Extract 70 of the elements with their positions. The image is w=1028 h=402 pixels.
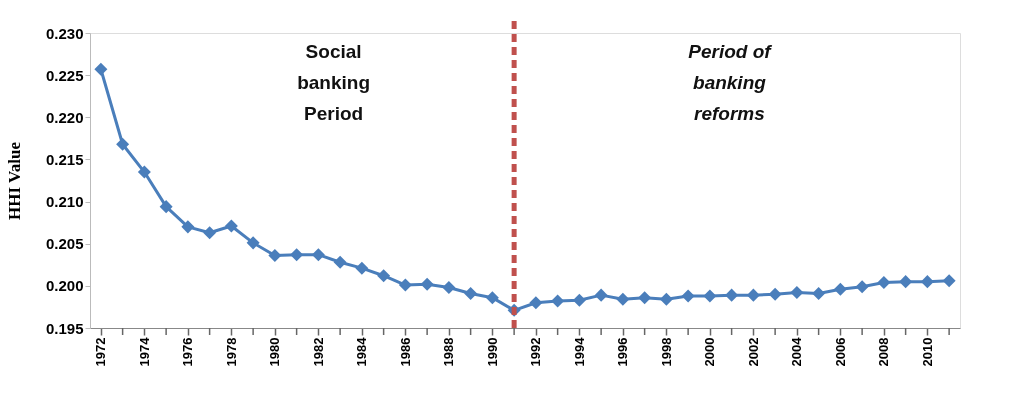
point [855,280,869,294]
annotation: Social banking Period [297,41,371,125]
x-tick-label: 1984 [354,336,370,367]
annotation: Period of banking reforms [688,41,773,125]
point [355,261,369,275]
point [246,236,260,250]
point [94,62,108,76]
x-tick-label: 1986 [397,337,413,367]
point [290,248,304,262]
point [398,278,412,292]
x-tick-label: 1990 [484,337,500,367]
point [464,286,478,300]
point [812,286,826,300]
point [703,289,717,303]
point [551,294,565,308]
x-tick-label: 1980 [267,337,283,367]
x-tick-label: 2002 [745,337,761,367]
y-axis-title: HHI Value [4,141,24,220]
point [942,274,956,288]
point [877,275,891,289]
point [638,291,652,305]
y-tick-label: 0.195 [45,319,84,337]
x-tick-label: 2000 [702,337,718,367]
x-tick-label: 2004 [789,336,805,367]
point [420,277,434,291]
point [181,220,195,234]
x-tick-label: 1994 [571,336,587,367]
point [681,289,695,303]
point [790,286,804,300]
point [485,291,499,305]
point [442,281,456,295]
point [268,249,282,263]
point [333,255,347,269]
point [594,288,608,302]
y-tick-label: 0.230 [45,24,84,42]
point [311,248,325,262]
point [725,288,739,302]
point [203,226,217,240]
point [572,293,586,307]
y-tick-label: 0.215 [45,150,84,168]
y-tick-label: 0.200 [45,277,84,295]
x-tick-label: 2006 [832,337,848,367]
y-tick-label: 0.225 [45,66,84,84]
x-tick-label: 2010 [919,337,935,367]
x-tick-label: 1982 [310,337,326,367]
x-tick-label: 1996 [615,337,631,367]
point [116,137,130,151]
x-tick-label: 1974 [136,336,152,367]
point [616,292,630,306]
y-tick-label: 0.220 [45,108,84,126]
point [746,288,760,302]
x-tick-label: 1988 [441,337,457,367]
point [920,275,934,289]
point [529,296,543,310]
point [833,282,847,296]
point [159,200,173,214]
point [377,269,391,283]
x-tick-label: 1998 [658,337,674,367]
y-tick-label: 0.210 [45,193,84,211]
point [768,287,782,301]
x-tick-label: 1978 [223,337,239,367]
point [899,275,913,289]
y-tick-label: 0.205 [45,235,84,253]
x-tick-label: 1992 [528,337,544,367]
point [659,292,673,306]
x-tick-label: 2008 [876,337,892,367]
x-tick-label: 1972 [93,337,109,367]
point [224,219,238,233]
x-tick-label: 1976 [180,337,196,367]
point [137,165,151,179]
